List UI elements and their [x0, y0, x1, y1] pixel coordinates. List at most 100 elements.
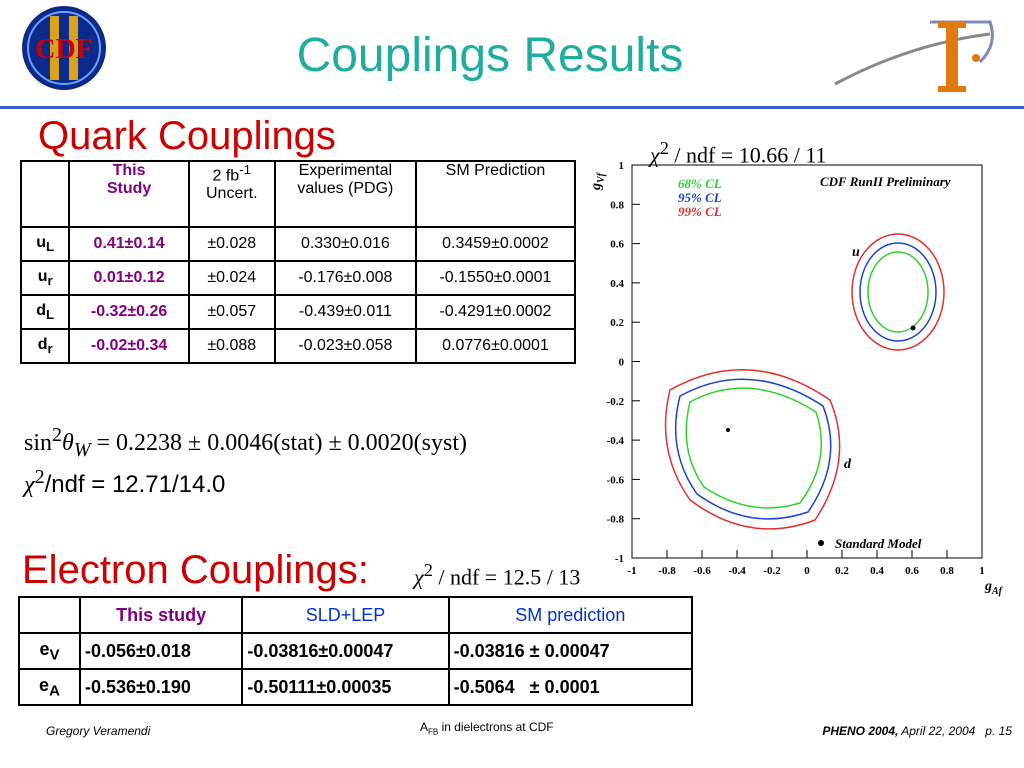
cell: 0.3459±0.0002 — [414, 226, 577, 262]
cell-sub: L — [46, 239, 55, 255]
cell: 0.0776±0.0001 — [414, 328, 577, 364]
cell-text: ±0.088 — [207, 337, 257, 354]
row-label: ur — [19, 260, 71, 296]
y-tick-label: 0 — [619, 357, 625, 369]
cell-text: -0.1550±0.0001 — [439, 269, 552, 286]
table-row: ur 0.01±0.12 ±0.024 -0.176±0.008 -0.1550±0.0… — [19, 260, 577, 296]
cell: ±0.028 — [187, 226, 276, 262]
legend-95: 95% CL — [678, 190, 722, 205]
contour-99 — [851, 233, 945, 351]
y-tick-label: 0.8 — [610, 199, 624, 211]
cell-text: 0.41±0.14 — [93, 235, 165, 252]
table-row: dr -0.02±0.34 ±0.088 -0.023±0.058 0.0776±0.0… — [19, 328, 577, 364]
s: g — [589, 183, 604, 191]
electron-table: This study SLD+LEP SM prediction eV -0.056±0… — [18, 596, 694, 706]
d-point — [726, 428, 730, 432]
s: 2 — [659, 138, 669, 158]
contour-plot: 68% CL 95% CL 99% CL CDF RunII Prelimina… — [589, 160, 1004, 597]
legend-99: 99% CL — [678, 204, 722, 219]
divider — [0, 106, 1024, 109]
sm-point — [818, 540, 824, 546]
cell-text: ±0.024 — [207, 269, 257, 286]
cell-text: SM prediction — [515, 604, 626, 625]
s: θ — [62, 430, 74, 456]
cell-text: ±0.028 — [207, 235, 257, 252]
s: Af — [991, 586, 1004, 597]
s: g — [984, 579, 992, 594]
electron-chi2: χ2 / ndf = 12.5 / 13 — [414, 560, 580, 590]
cell-text: ±0.057 — [207, 303, 257, 320]
x-tick-label: 1 — [979, 565, 985, 577]
s: 2 — [34, 466, 45, 488]
s: April 22, 2004 p. 15 — [898, 724, 1012, 738]
plot-chi2: χ2 / ndf = 10.66 / 11 — [650, 138, 827, 168]
logo-text: CDF — [35, 34, 93, 65]
cell: -0.439±0.011 — [273, 294, 417, 330]
quark-heading: Quark Couplings — [38, 114, 336, 158]
cell-text: 0.3459±0.0002 — [442, 235, 549, 252]
header-cell: This Study — [68, 160, 190, 228]
cell: -0.03816 ± 0.00047 — [447, 632, 694, 670]
cell-sub: r — [47, 273, 53, 289]
y-tick-label: 0.4 — [610, 278, 624, 290]
cell-text: -0.439±0.011 — [298, 303, 392, 320]
y-tick-label: -0.2 — [607, 396, 625, 408]
s: χ — [414, 564, 424, 590]
cell-text: u — [36, 233, 46, 251]
row-label: eA — [18, 668, 81, 706]
row-label: uL — [19, 226, 71, 262]
table-row: eA -0.536±0.190 -0.50111±0.00035 -0.5064 ± … — [18, 668, 694, 706]
x-tick-label: -0.6 — [693, 565, 711, 577]
cell-text: 0.01±0.12 — [93, 269, 165, 286]
cell-text: -0.5064 ± 0.0001 — [453, 676, 600, 697]
table-row: uL 0.41±0.14 ±0.028 0.330±0.016 0.3459±0.000… — [19, 226, 577, 262]
x-tick-label: -0.2 — [763, 565, 781, 577]
cell-text: d — [36, 301, 46, 319]
header-cell: SM prediction — [447, 596, 694, 634]
cell-text: values (PDG) — [297, 180, 394, 197]
cell-text: 0.330±0.016 — [300, 235, 390, 252]
cell: -0.056±0.018 — [78, 632, 244, 670]
s: χ — [650, 142, 660, 168]
s: FB — [428, 727, 439, 737]
cell: -0.32±0.26 — [68, 294, 190, 330]
cell-text: e — [39, 638, 50, 659]
cell-text: -0.50111±0.00035 — [247, 676, 392, 697]
d-label: d — [844, 457, 852, 472]
header-cell: SM Prediction — [414, 160, 577, 228]
header-cell: 2 fb-1 Uncert. — [187, 160, 276, 228]
cell: 0.01±0.12 — [68, 260, 190, 296]
cell: 0.330±0.016 — [273, 226, 417, 262]
cell: ±0.057 — [187, 294, 276, 330]
y-tick-label: -0.8 — [607, 514, 625, 526]
cell-text: -0.03816 ± 0.00047 — [453, 640, 610, 661]
y-tick-label: -0.4 — [607, 435, 625, 447]
electron-heading: Electron Couplings: — [22, 548, 369, 592]
s: in dielectrons at CDF — [438, 720, 554, 734]
cell-text: 2 fb — [212, 167, 240, 185]
header-cell: Experimental values (PDG) — [273, 160, 417, 228]
sin-theta: sin2θW = 0.2238 ± 0.0046(stat) ± 0.0020(… — [24, 424, 467, 462]
cell-text: Study — [106, 180, 152, 197]
contour-95 — [674, 378, 832, 520]
s: / ndf = 10.66 / 11 — [668, 142, 827, 168]
x-tick-label: -0.4 — [728, 565, 746, 577]
contour-95 — [859, 242, 937, 342]
x-label: gAf — [984, 579, 1004, 597]
table-row: dL -0.32±0.26 ±0.057 -0.439±0.011 -0.4291±0.… — [19, 294, 577, 330]
cell-text: -0.536±0.190 — [84, 676, 191, 697]
cell-text: d — [37, 335, 48, 353]
cell-text: -0.056±0.018 — [84, 640, 191, 661]
cell-text: -0.176±0.008 — [298, 269, 393, 286]
frame — [631, 164, 983, 559]
x-tick-label: -0.8 — [658, 565, 676, 577]
cell: -0.50111±0.00035 — [241, 668, 450, 706]
x-tick-label: 0.4 — [870, 565, 884, 577]
s: / ndf = 12.5 / 13 — [432, 564, 581, 590]
y-tick-label: -1 — [615, 553, 624, 565]
s: /ndf = 12.71/14.0 — [44, 471, 226, 498]
cell-text: -0.02±0.34 — [90, 337, 168, 354]
cell-text: u — [37, 267, 48, 285]
contour-68 — [685, 387, 823, 509]
cell-sub: r — [47, 341, 53, 357]
